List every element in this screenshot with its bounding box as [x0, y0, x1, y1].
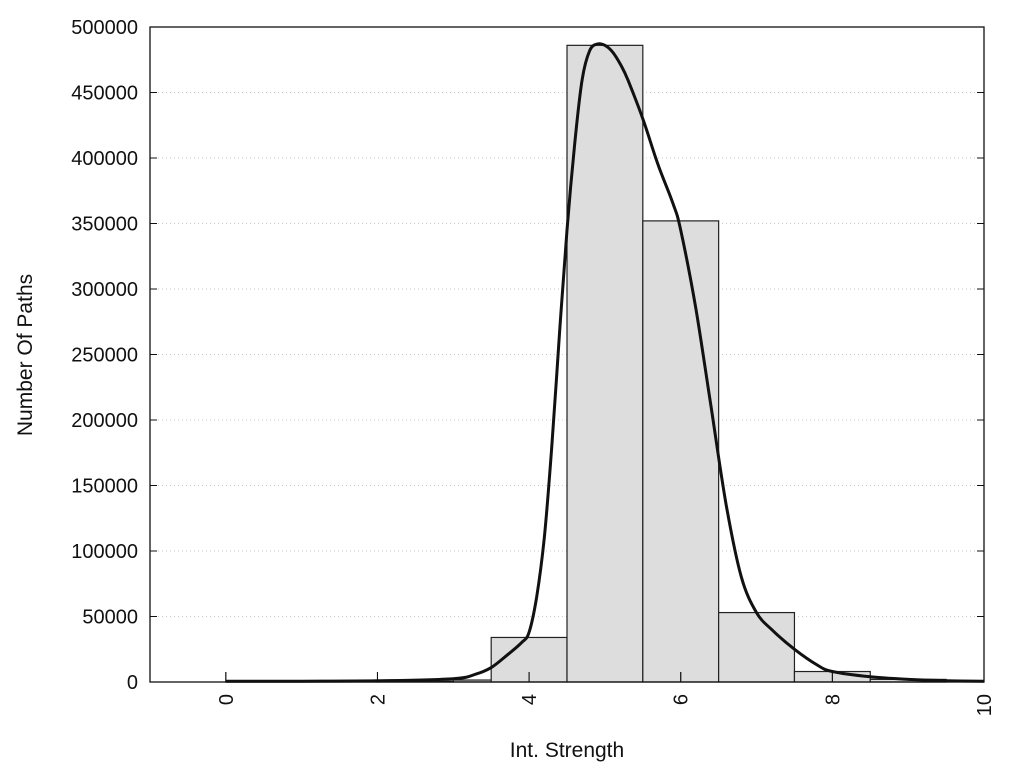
x-tick-label-1: 2 — [368, 694, 390, 705]
y-axis-title: Number Of Paths — [14, 274, 37, 436]
y-tick-label-6: 300000 — [71, 279, 138, 301]
y-tick-label-2: 100000 — [71, 541, 138, 563]
y-tick-label-8: 400000 — [71, 148, 138, 170]
x-tick-label-0: 0 — [216, 694, 238, 705]
histogram-bar-5 — [567, 45, 643, 682]
x-tick-label-2: 4 — [519, 694, 541, 705]
y-tick-label-7: 350000 — [71, 214, 138, 236]
y-tick-label-10: 500000 — [71, 17, 138, 39]
y-tick-label-9: 450000 — [71, 83, 138, 105]
bar-layer — [226, 45, 946, 682]
histogram-bar-6 — [643, 221, 719, 682]
x-tick-label-4: 8 — [822, 694, 844, 705]
x-tick-label-3: 6 — [671, 694, 693, 705]
y-tick-label-4: 200000 — [71, 410, 138, 432]
histogram-bar-7 — [719, 613, 795, 682]
y-tick-label-5: 250000 — [71, 345, 138, 367]
y-tick-label-3: 150000 — [71, 476, 138, 498]
y-tick-label-1: 50000 — [82, 607, 138, 629]
x-axis-title: Int. Strength — [510, 739, 624, 762]
x-tick-label-5: 10 — [974, 694, 996, 716]
y-tick-label-0: 0 — [127, 672, 138, 694]
